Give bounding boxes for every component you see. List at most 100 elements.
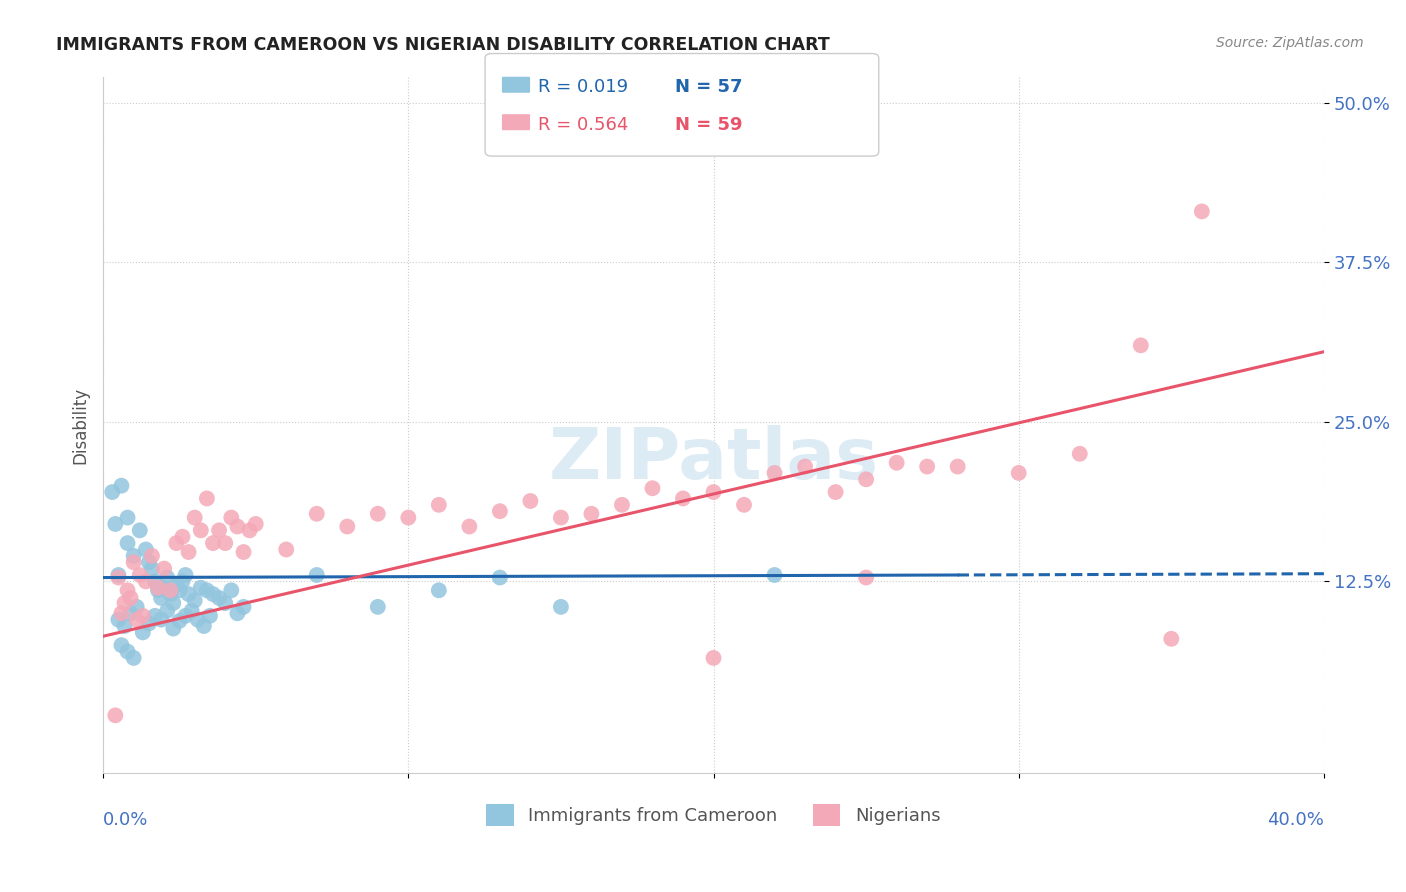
- Point: [125, 613, 148, 627]
- Point: [117, 510, 139, 524]
- Point: [190, 581, 212, 595]
- Point: [120, 591, 142, 605]
- Text: IMMIGRANTS FROM CAMEROON VS NIGERIAN DISABILITY CORRELATION CHART: IMMIGRANTS FROM CAMEROON VS NIGERIAN DIS…: [56, 36, 830, 54]
- Point: [763, 466, 786, 480]
- Legend: Immigrants from Cameroon, Nigerians: Immigrants from Cameroon, Nigerians: [479, 797, 948, 833]
- Point: [174, 608, 197, 623]
- Point: [146, 583, 169, 598]
- Point: [208, 524, 231, 538]
- Point: [214, 536, 236, 550]
- Point: [672, 491, 695, 506]
- Point: [135, 574, 157, 589]
- Point: [519, 494, 541, 508]
- Point: [180, 604, 202, 618]
- Point: [195, 491, 218, 506]
- Point: [201, 587, 224, 601]
- Point: [132, 625, 155, 640]
- Point: [122, 549, 145, 563]
- Point: [107, 570, 129, 584]
- Point: [122, 555, 145, 569]
- Point: [169, 583, 191, 598]
- Point: [159, 587, 181, 601]
- Y-axis label: Disability: Disability: [72, 386, 89, 464]
- Point: [138, 616, 160, 631]
- Point: [183, 510, 205, 524]
- Point: [1129, 338, 1152, 352]
- Point: [581, 507, 603, 521]
- Point: [794, 459, 817, 474]
- Point: [117, 583, 139, 598]
- Point: [886, 456, 908, 470]
- Point: [367, 599, 389, 614]
- Text: 40.0%: 40.0%: [1267, 811, 1324, 829]
- Point: [153, 561, 176, 575]
- Point: [702, 651, 724, 665]
- Point: [305, 568, 328, 582]
- Point: [122, 651, 145, 665]
- Point: [165, 578, 187, 592]
- Point: [117, 644, 139, 658]
- Point: [915, 459, 938, 474]
- Point: [107, 568, 129, 582]
- Point: [193, 619, 215, 633]
- Point: [458, 519, 481, 533]
- Point: [733, 498, 755, 512]
- Point: [114, 619, 136, 633]
- Text: N = 57: N = 57: [675, 78, 742, 96]
- Point: [239, 524, 262, 538]
- Point: [702, 485, 724, 500]
- Point: [221, 510, 243, 524]
- Point: [226, 607, 249, 621]
- Point: [489, 504, 512, 518]
- Point: [855, 570, 877, 584]
- Point: [120, 607, 142, 621]
- Point: [101, 485, 124, 500]
- Point: [427, 583, 450, 598]
- Point: [104, 516, 127, 531]
- Point: [201, 536, 224, 550]
- Point: [177, 587, 200, 601]
- Point: [177, 545, 200, 559]
- Point: [550, 510, 572, 524]
- Point: [150, 613, 173, 627]
- Point: [550, 599, 572, 614]
- Point: [172, 574, 194, 589]
- Point: [153, 581, 176, 595]
- Point: [165, 536, 187, 550]
- Point: [128, 524, 150, 538]
- Point: [143, 574, 166, 589]
- Point: [169, 614, 191, 628]
- Point: [132, 608, 155, 623]
- Point: [226, 519, 249, 533]
- Point: [183, 593, 205, 607]
- Point: [125, 599, 148, 614]
- Text: ZIPatlas: ZIPatlas: [548, 425, 879, 494]
- Text: 0.0%: 0.0%: [103, 811, 149, 829]
- Point: [208, 591, 231, 605]
- Point: [610, 498, 633, 512]
- Point: [946, 459, 969, 474]
- Text: R = 0.019: R = 0.019: [538, 78, 628, 96]
- Point: [190, 524, 212, 538]
- Point: [135, 542, 157, 557]
- Point: [336, 519, 359, 533]
- Point: [232, 545, 254, 559]
- Point: [110, 607, 132, 621]
- Point: [110, 478, 132, 492]
- Point: [855, 472, 877, 486]
- Point: [128, 568, 150, 582]
- Point: [195, 583, 218, 598]
- Point: [143, 608, 166, 623]
- Point: [763, 568, 786, 582]
- Point: [232, 599, 254, 614]
- Point: [214, 596, 236, 610]
- Point: [146, 581, 169, 595]
- Point: [104, 708, 127, 723]
- Point: [150, 591, 173, 605]
- Point: [489, 570, 512, 584]
- Point: [276, 542, 298, 557]
- Point: [117, 536, 139, 550]
- Point: [1069, 447, 1091, 461]
- Point: [1008, 466, 1031, 480]
- Point: [162, 596, 184, 610]
